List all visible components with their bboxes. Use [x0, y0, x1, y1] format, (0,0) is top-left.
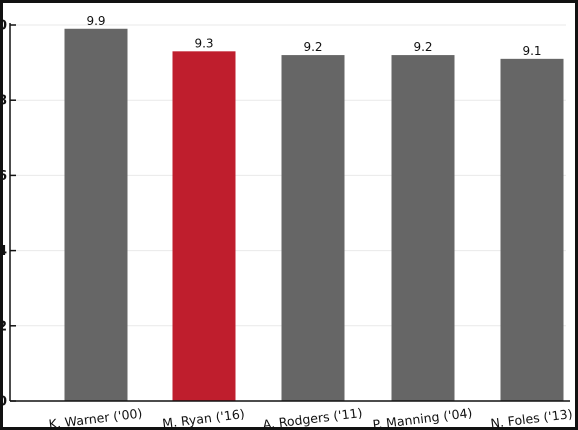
y-tick-label-0: 0	[0, 395, 7, 410]
y-tick-label-4: 4	[0, 244, 7, 259]
bar-1	[172, 51, 236, 401]
x-axis: K. Warner ('00) M. Ryan ('16) A. Rodgers (…	[10, 400, 574, 430]
data-label-3: 9.2	[413, 40, 432, 54]
x-tick-label-3: P. Manning ('04)	[372, 405, 473, 430]
x-tick-label-0: K. Warner ('00)	[48, 405, 143, 430]
data-label-1: 9.3	[194, 36, 213, 50]
data-label-0: 9.9	[86, 14, 105, 28]
y-tick-label-8: 8	[0, 94, 7, 109]
x-tick-label-1: M. Ryan ('16)	[161, 406, 245, 430]
y-axis: 0 2 4 6 8 10	[0, 19, 16, 410]
y-tick-label-10: 10	[0, 19, 7, 34]
bar-4	[500, 58, 564, 402]
y-tick-label-2: 2	[0, 319, 7, 334]
y-tick-label-6: 6	[0, 169, 7, 184]
bars	[64, 28, 564, 402]
bar-2	[281, 55, 345, 401]
data-label-4: 9.1	[522, 44, 541, 58]
data-labels: 9.9 9.3 9.2 9.2 9.1	[86, 14, 541, 58]
bar-0	[64, 28, 128, 401]
bar-3	[391, 55, 455, 401]
x-tick-label-2: A. Rodgers ('11)	[262, 405, 363, 430]
data-label-2: 9.2	[303, 40, 322, 54]
x-tick-label-4: N. Foles ('13)	[490, 406, 574, 430]
